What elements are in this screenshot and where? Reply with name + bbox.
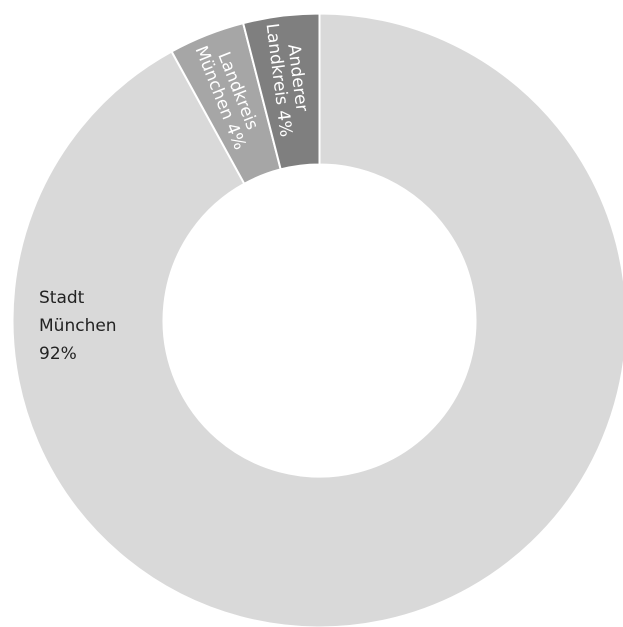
- slice-label-1-line-2: München: [39, 316, 117, 336]
- slices-layer: [11, 12, 623, 627]
- slice-label-1: Stadt München 92%: [39, 288, 117, 364]
- slice-label-1-line-3: 92%: [39, 344, 77, 364]
- slice-label-1-line-1: Stadt: [39, 288, 85, 308]
- donut-slice-1: [11, 12, 623, 627]
- donut-slice-3: [241, 12, 321, 171]
